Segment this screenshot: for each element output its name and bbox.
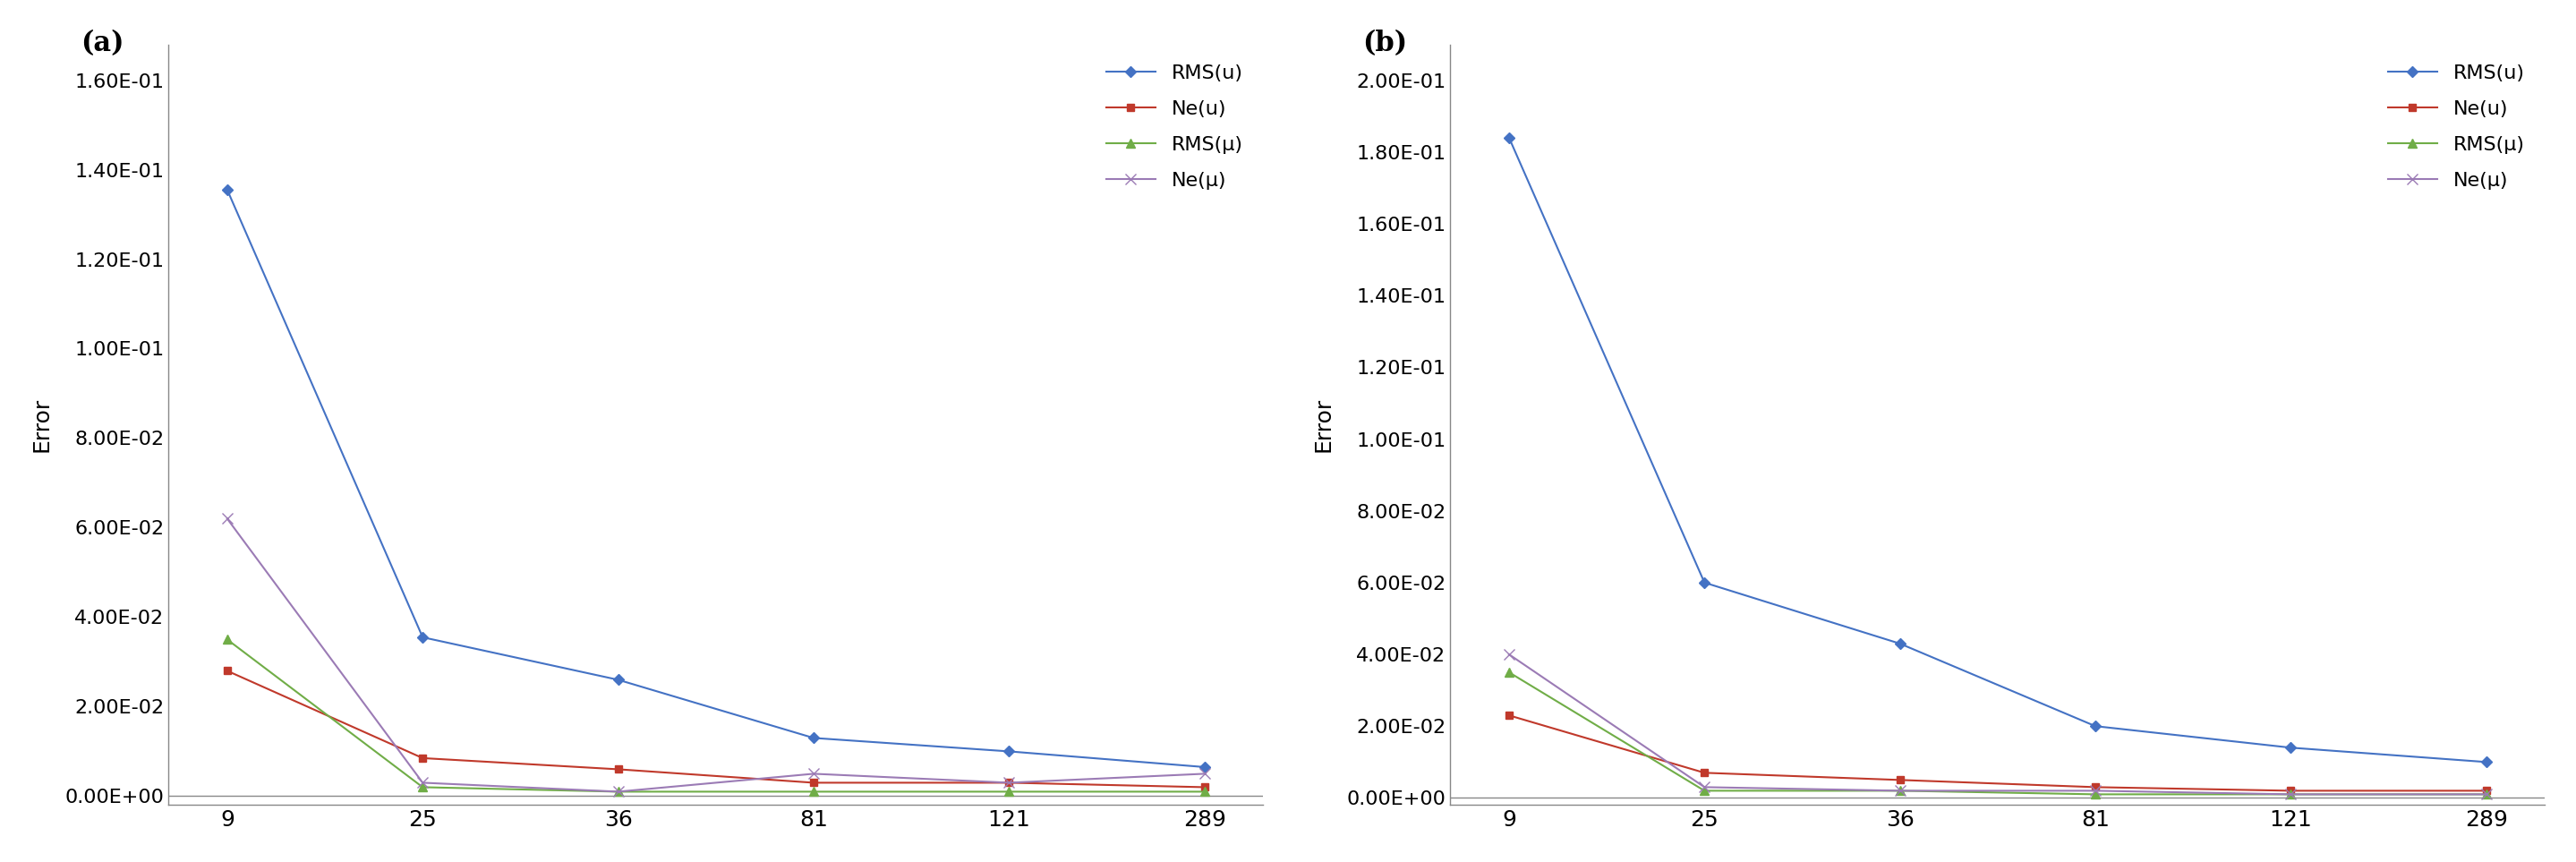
Line: RMS(u): RMS(u) [224, 186, 1208, 771]
RMS(μ) [1886, 785, 1917, 796]
Ne(u) [1886, 775, 1917, 785]
Ne(μ) [1886, 785, 1917, 796]
Ne(u) [407, 753, 438, 763]
Legend: RMS(u), Ne(u), RMS(μ), Ne(μ): RMS(u), Ne(u), RMS(μ), Ne(μ) [1095, 54, 1252, 199]
RMS(u) [994, 746, 1025, 757]
RMS(u) [2470, 757, 2501, 767]
Line: RMS(μ): RMS(μ) [224, 635, 1208, 796]
RMS(u) [2079, 721, 2110, 731]
RMS(μ) [1190, 786, 1221, 796]
Ne(μ) [603, 786, 634, 796]
RMS(u) [1690, 578, 1721, 588]
Line: Ne(u): Ne(u) [1504, 712, 2491, 795]
Ne(u) [1494, 710, 1525, 721]
Ne(μ) [799, 769, 829, 779]
Ne(u) [603, 764, 634, 774]
Line: RMS(u): RMS(u) [1504, 134, 2491, 765]
Ne(μ) [1494, 649, 1525, 659]
Ne(u) [799, 778, 829, 788]
RMS(μ) [994, 786, 1025, 796]
RMS(u) [2275, 742, 2306, 753]
Ne(μ) [1690, 782, 1721, 792]
RMS(μ) [799, 786, 829, 796]
Ne(μ) [1190, 769, 1221, 779]
Ne(μ) [211, 514, 242, 524]
RMS(u) [1190, 762, 1221, 772]
Text: (b): (b) [1363, 29, 1406, 57]
Ne(u) [1690, 768, 1721, 778]
Ne(u) [2079, 782, 2110, 792]
Ne(μ) [2275, 789, 2306, 799]
Ne(u) [2470, 785, 2501, 796]
Ne(μ) [2079, 785, 2110, 796]
Text: (a): (a) [80, 29, 124, 57]
Ne(μ) [2470, 789, 2501, 799]
Legend: RMS(u), Ne(u), RMS(μ), Ne(μ): RMS(u), Ne(u), RMS(μ), Ne(μ) [2378, 54, 2535, 199]
Ne(u) [2275, 785, 2306, 796]
RMS(μ) [211, 634, 242, 645]
RMS(μ) [2275, 789, 2306, 799]
Line: RMS(μ): RMS(μ) [1504, 668, 2491, 799]
RMS(μ) [2079, 789, 2110, 799]
Y-axis label: Error: Error [31, 397, 52, 453]
Ne(u) [1190, 782, 1221, 792]
RMS(u) [1886, 639, 1917, 649]
RMS(μ) [1690, 785, 1721, 796]
RMS(μ) [407, 782, 438, 792]
Line: Ne(μ): Ne(μ) [222, 514, 1211, 796]
Ne(u) [211, 665, 242, 676]
RMS(μ) [603, 786, 634, 796]
RMS(u) [799, 733, 829, 743]
RMS(u) [603, 675, 634, 685]
RMS(u) [407, 632, 438, 642]
Line: Ne(μ): Ne(μ) [1504, 649, 2491, 799]
Line: Ne(u): Ne(u) [224, 667, 1208, 791]
RMS(u) [211, 184, 242, 195]
RMS(u) [1494, 133, 1525, 143]
Y-axis label: Error: Error [1314, 397, 1334, 453]
RMS(μ) [2470, 789, 2501, 799]
RMS(μ) [1494, 667, 1525, 678]
Ne(u) [994, 778, 1025, 788]
Ne(μ) [407, 778, 438, 788]
Ne(μ) [994, 778, 1025, 788]
